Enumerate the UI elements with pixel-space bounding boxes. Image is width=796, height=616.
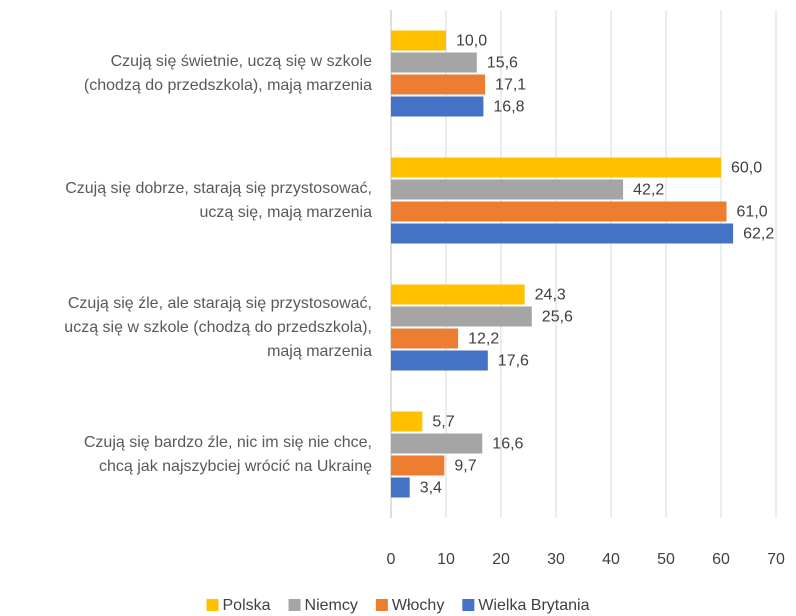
x-tick-label: 60 [712, 551, 730, 568]
category-label: Czują się dobrze, starają się przystosow… [65, 179, 372, 221]
legend-label: Włochy [392, 597, 444, 614]
bar [391, 52, 477, 73]
value-label: 62,2 [743, 226, 774, 243]
x-tick-label: 40 [602, 551, 620, 568]
x-tick-label: 50 [657, 551, 675, 568]
category-label: Czują się świetnie, uczą się w szkole (c… [83, 52, 372, 94]
bar [391, 157, 721, 178]
value-label: 5,7 [432, 414, 454, 431]
bar [391, 96, 484, 117]
bar [391, 350, 488, 371]
value-label: 24,3 [535, 287, 566, 304]
bar [391, 74, 486, 95]
value-label: 12,2 [468, 331, 499, 348]
legend-swatch [206, 599, 219, 611]
value-label: 9,7 [454, 458, 476, 475]
value-label: 16,8 [493, 99, 524, 116]
bar [391, 201, 727, 222]
value-label: 16,6 [492, 436, 523, 453]
bar [391, 179, 624, 200]
legend-label: Niemcy [305, 597, 358, 614]
category-label: Czują się bardzo źle, nic im się nie chc… [83, 433, 372, 475]
value-label: 42,2 [633, 182, 664, 199]
x-tick-label: 20 [492, 551, 510, 568]
value-label: 17,1 [495, 77, 526, 94]
value-label: 17,6 [498, 353, 529, 370]
legend-label: Wielka Brytania [478, 597, 589, 614]
category-label: Czują się źle, ale starają się przystoso… [64, 294, 372, 360]
bar [391, 477, 410, 498]
bar [391, 30, 446, 51]
bar [391, 455, 445, 476]
value-label: 15,6 [487, 55, 518, 72]
value-label: 60,0 [731, 160, 762, 177]
x-tick-label: 30 [547, 551, 565, 568]
x-tick-label: 70 [767, 551, 785, 568]
bar [391, 306, 532, 327]
legend-swatch [462, 599, 475, 611]
legend-label: Polska [223, 597, 271, 614]
legend-swatch [375, 599, 388, 611]
bar [391, 284, 525, 305]
value-label: 61,0 [737, 204, 768, 221]
x-tick-label: 10 [437, 551, 455, 568]
bar [391, 433, 483, 454]
bar [391, 328, 459, 349]
x-tick-label: 0 [387, 551, 396, 568]
value-label: 10,0 [456, 33, 487, 50]
legend-swatch [288, 599, 301, 611]
bar [391, 223, 734, 244]
value-label: 25,6 [542, 309, 573, 326]
bar [391, 411, 423, 432]
value-label: 3,4 [420, 480, 442, 497]
